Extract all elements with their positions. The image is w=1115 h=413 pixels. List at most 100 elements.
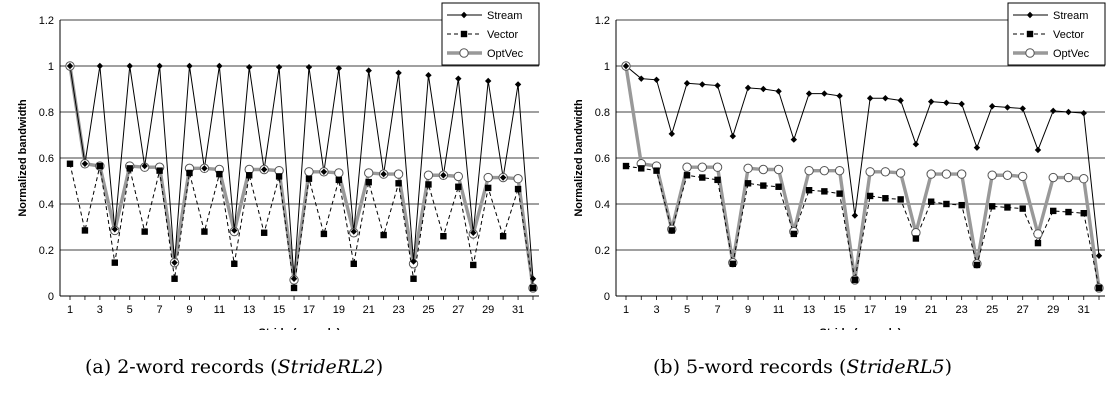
legend-label-stream: Stream (1053, 10, 1088, 22)
stream-point-3 (111, 226, 119, 233)
vector-point-31 (1095, 284, 1103, 292)
vector-point-27 (1034, 239, 1042, 247)
vector-point-5 (141, 228, 148, 235)
vector-point-18 (897, 196, 904, 203)
vector-point-20 (365, 178, 372, 186)
stream-point-30 (514, 81, 522, 88)
optvec-point-20 (926, 169, 936, 179)
vector-point-15 (290, 284, 298, 292)
stream-point-19 (912, 141, 920, 148)
stream-point-0 (66, 62, 74, 70)
y-tick-label: 0.6 (39, 153, 54, 165)
optvec-point-27 (1033, 229, 1043, 239)
y-tick-label: 1.2 (595, 15, 610, 27)
optvec-point-22 (393, 169, 404, 179)
vector-point-4 (126, 165, 133, 172)
x-tick-label: 7 (157, 304, 163, 316)
x-tick-label: 21 (363, 304, 375, 316)
stream-point-21 (943, 99, 950, 106)
x-tick-label: 11 (214, 304, 225, 316)
x-tick-label: 31 (1078, 304, 1090, 316)
y-tick-label: 1.2 (39, 15, 54, 27)
vector-point-13 (821, 188, 828, 195)
stream-point-14 (275, 63, 283, 71)
x-tick-label: 19 (895, 304, 907, 316)
vector-point-19 (350, 260, 357, 267)
y-axis-label: Normalized bandwidth (573, 99, 585, 217)
stream-point-27 (1034, 146, 1042, 154)
caption-stride-rl2: (a) 2-word records (StrideRL2) (85, 356, 384, 378)
optvec-point-26 (1018, 171, 1028, 182)
stream-point-26 (455, 75, 462, 82)
vector-point-21 (380, 231, 387, 239)
vector-point-12 (246, 172, 253, 179)
stream-point-12 (246, 63, 253, 71)
vector-point-21 (943, 200, 950, 208)
x-tick-label: 5 (127, 304, 133, 316)
stream-point-15 (290, 275, 298, 282)
vector-point-24 (988, 203, 996, 210)
y-axis-label: Normalized bandwidth (17, 99, 29, 217)
y-tick-label: 0.4 (595, 199, 610, 211)
stream-point-2 (96, 62, 104, 70)
vector-point-23 (410, 275, 417, 282)
stream-point-30 (1080, 109, 1087, 117)
optvec-point-16 (304, 167, 314, 177)
stream-point-14 (836, 92, 843, 100)
stream-point-16 (305, 63, 313, 71)
chart-stride-rl2: 00.20.40.60.811.21 3 5 7 9 11 13 15 17 19 21 23 25 27… (17, 2, 540, 330)
optvec-point-29 (1063, 172, 1074, 183)
stream-point-17 (320, 168, 328, 175)
legend-label-optvec: OptVec (1053, 48, 1090, 60)
y-tick-label: 1 (48, 61, 54, 73)
x-tick-label: 9 (745, 304, 751, 316)
stream-point-1 (638, 75, 645, 82)
vector-point-29 (1065, 208, 1072, 216)
vector-point-0 (66, 160, 74, 167)
x-tick-label: 9 (186, 304, 192, 316)
stream-point-26 (1019, 105, 1026, 112)
x-tick-label: 17 (303, 304, 315, 316)
x-tick-label: 5 (684, 304, 690, 316)
vector-point-28 (484, 184, 492, 192)
vector-point-1 (81, 227, 89, 234)
vector-point-30 (514, 185, 522, 193)
vector-point-12 (805, 187, 813, 194)
stream-point-7 (171, 259, 178, 266)
stream-point-28 (484, 77, 492, 85)
vector-point-10 (775, 183, 782, 190)
stream-point-20 (927, 98, 935, 105)
x-tick-label: 15 (273, 304, 285, 316)
optvec-point-24 (987, 170, 997, 180)
x-tick-label: 1 (623, 304, 629, 316)
stream-point-23 (410, 258, 417, 265)
stream-point-16 (866, 95, 874, 102)
stream-point-18 (897, 97, 904, 104)
vector-point-2 (96, 162, 104, 170)
stream-point-23 (973, 144, 981, 151)
stream-point-18 (335, 65, 343, 72)
stream-point-11 (231, 227, 238, 234)
x-tick-label: 3 (653, 304, 659, 316)
optvec-point-legend (459, 48, 469, 58)
stream-point-29 (499, 174, 507, 181)
vector-point-31 (529, 284, 537, 292)
optvec-point-18 (334, 168, 344, 178)
vector-point-27 (470, 261, 477, 269)
x-tick-label: 25 (986, 304, 998, 316)
vector-point-3 (668, 227, 675, 234)
y-tick-label: 0.8 (39, 107, 54, 119)
stream-point-9 (760, 85, 767, 93)
x-tick-label: 1 (67, 304, 73, 316)
optvec-point-26 (453, 171, 464, 182)
x-tick-label: 23 (956, 304, 968, 316)
vector-point-11 (790, 230, 798, 238)
x-axis-label: Stride (records) (259, 327, 341, 330)
vector-point-7 (729, 260, 737, 267)
vector-point-6 (714, 176, 721, 184)
vector-point-20 (927, 198, 935, 205)
stream-point-28 (1050, 107, 1057, 115)
vector-point-25 (1004, 204, 1011, 211)
vector-point-13 (260, 229, 268, 236)
stream-point-31 (529, 275, 537, 282)
